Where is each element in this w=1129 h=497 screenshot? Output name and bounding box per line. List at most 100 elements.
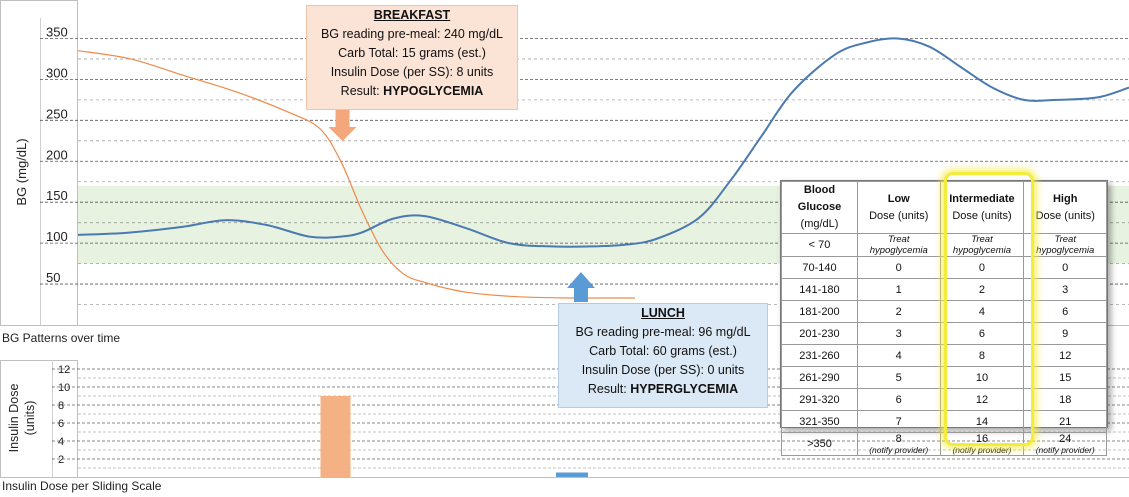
breakfast-title: BREAKFAST: [373, 8, 451, 22]
sliding-scale-table-card: Blood Glucose (mg/dL) Low Dose (units) Int…: [780, 180, 1108, 456]
breakfast-result-value: HYPOGLYCEMIA: [383, 84, 484, 98]
dose-y-tick-label: 8: [58, 400, 64, 412]
low-dose-cell: 1: [856, 278, 941, 301]
header-low-title: Low: [887, 192, 910, 205]
breakfast-bg-reading: BG reading pre-meal: 240 mg/dL: [320, 27, 504, 41]
table-row: 231-260 4 8 12: [781, 344, 1107, 367]
table-row: 70-140 0 0 0: [781, 256, 1107, 279]
intermediate-dose-cell: 10: [939, 366, 1025, 389]
header-intermediate: Intermediate Dose (units): [939, 181, 1025, 234]
bg-y-tick-label: 150: [46, 188, 68, 203]
dose-y-tick-label: 12: [58, 364, 70, 376]
intermediate-dose-cell: 0: [939, 256, 1025, 279]
high-dose-cell: 21: [1023, 410, 1107, 433]
header-intermediate-unit: Dose (units): [952, 209, 1012, 222]
range-cell: 141-180: [781, 278, 858, 301]
range-cell: 201-230: [781, 322, 858, 345]
header-high-title: High: [1052, 192, 1078, 205]
high-dose-note: (notify provider): [1035, 445, 1095, 455]
low-treat-cell: Treat hypoglycemia: [856, 233, 941, 257]
breakfast-result-label: Result:: [340, 84, 380, 98]
range-cell: < 70: [781, 233, 858, 257]
bg-series-line-blue: [77, 37, 1129, 248]
range-cell: 231-260: [781, 344, 858, 367]
range-cell: 70-140: [781, 256, 858, 279]
high-dose-cell: 12: [1023, 344, 1107, 367]
table-row: 321-350 7 14 21: [781, 410, 1107, 433]
intermediate-dose-cell: 2: [939, 278, 1025, 301]
intermediate-dose-cell: 8: [939, 344, 1025, 367]
breakfast-result: Result: HYPOGLYCEMIA: [307, 82, 517, 101]
intermediate-dose-cell: 12: [939, 388, 1025, 411]
high-dose-cell: 6: [1023, 300, 1107, 323]
dose-y-tick-label: 2: [58, 454, 64, 466]
intermediate-dose-cell: 6: [939, 322, 1025, 345]
header-low-unit: Dose (units): [869, 209, 929, 222]
high-dose-cell: 24 (notify provider): [1023, 432, 1107, 456]
low-dose-cell: 8 (notify provider): [856, 432, 941, 456]
low-dose-cell: 3: [856, 322, 941, 345]
table-body: < 70 Treat hypoglycemia Treat hypoglycem…: [781, 233, 1107, 433]
header-intermediate-title: Intermediate: [949, 192, 1015, 205]
high-dose-value: 24: [1059, 433, 1072, 445]
table-row: 141-180 1 2 3: [781, 278, 1107, 301]
bg-chart-caption: BG Patterns over time: [2, 331, 121, 345]
lunch-title: LUNCH: [641, 306, 685, 320]
lunch-callout: LUNCH BG reading pre-meal: 96 mg/dL Carb…: [558, 303, 768, 408]
table-header-row: Blood Glucose (mg/dL) Low Dose (units) Int…: [781, 181, 1107, 234]
high-dose-cell: 9: [1023, 322, 1107, 345]
dose-y-tick-label: 10: [58, 382, 70, 394]
header-low: Low Dose (units): [856, 181, 941, 234]
dose-y-tick-label: 6: [58, 418, 64, 430]
bg-y-tick-label: 200: [46, 147, 68, 162]
lunch-insulin-dose: Insulin Dose (per SS): 0 units: [581, 363, 745, 377]
breakfast-carb-total: Carb Total: 15 grams (est.): [338, 46, 486, 60]
low-dose-note: (notify provider): [869, 445, 929, 455]
intermediate-dose-note: (notify provider): [952, 445, 1012, 455]
table-row: 291-320 6 12 18: [781, 388, 1107, 411]
dose-chart-caption: Insulin Dose per Sliding Scale: [2, 479, 162, 493]
range-cell: 181-200: [781, 300, 858, 323]
low-dose-cell: 6: [856, 388, 941, 411]
dose-y-axis-title-line2: (units): [23, 401, 37, 436]
breakfast-callout: BREAKFAST BG reading pre-meal: 240 mg/dL…: [306, 5, 518, 110]
range-cell: 321-350: [781, 410, 858, 433]
low-dose-cell: 7: [856, 410, 941, 433]
header-blood-glucose: Blood Glucose (mg/dL): [781, 181, 858, 234]
lunch-dose-bar: [555, 472, 588, 477]
intermediate-dose-cell: 16 (notify provider): [939, 432, 1025, 456]
low-dose-value: 8: [895, 433, 902, 445]
range-cell: >350: [781, 432, 858, 456]
intermediate-dose-cell: 14: [939, 410, 1025, 433]
intermediate-dose-cell: 4: [939, 300, 1025, 323]
intermediate-dose-value: 16: [975, 433, 989, 445]
table-row: 181-200 2 4 6: [781, 300, 1107, 323]
breakfast-arrow-down: [328, 109, 357, 141]
dose-y-axis-title-line1: Insulin Dose: [7, 384, 21, 453]
table-row-treat: < 70 Treat hypoglycemia Treat hypoglycem…: [781, 233, 1107, 257]
high-dose-cell: 3: [1023, 278, 1107, 301]
bg-y-axis-title: BG (mg/dL): [14, 138, 29, 205]
range-cell: 291-320: [781, 388, 858, 411]
low-dose-cell: 0: [856, 256, 941, 279]
low-dose-cell: 5: [856, 366, 941, 389]
lunch-arrow-up: [566, 272, 595, 302]
lunch-result-value: HYPERGLYCEMIA: [630, 382, 739, 396]
header-high-unit: Dose (units): [1035, 209, 1095, 222]
dose-y-axis-title: Insulin Dose (units): [7, 384, 37, 453]
high-dose-cell: 0: [1023, 256, 1107, 279]
low-dose-cell: 2: [856, 300, 941, 323]
header-blood-glucose-title: Blood Glucose: [797, 184, 842, 213]
bg-series-line-orange: [77, 50, 635, 299]
table-row-over-350: >350 8 (notify provider) 16 (notify provid…: [781, 432, 1107, 456]
bg-y-tick-label: 50: [46, 270, 60, 285]
bg-y-tick-label: 350: [46, 24, 68, 39]
callout-arrows: [328, 109, 595, 302]
range-cell: 261-290: [781, 366, 858, 389]
lunch-bg-reading: BG reading pre-meal: 96 mg/dL: [575, 325, 751, 339]
table-row: 201-230 3 6 9: [781, 322, 1107, 345]
intermediate-treat-cell: Treat hypoglycemia: [939, 233, 1025, 257]
dose-y-tick-label: 4: [58, 436, 64, 448]
breakfast-dose-bar: [320, 396, 351, 477]
high-dose-cell: 15: [1023, 366, 1107, 389]
